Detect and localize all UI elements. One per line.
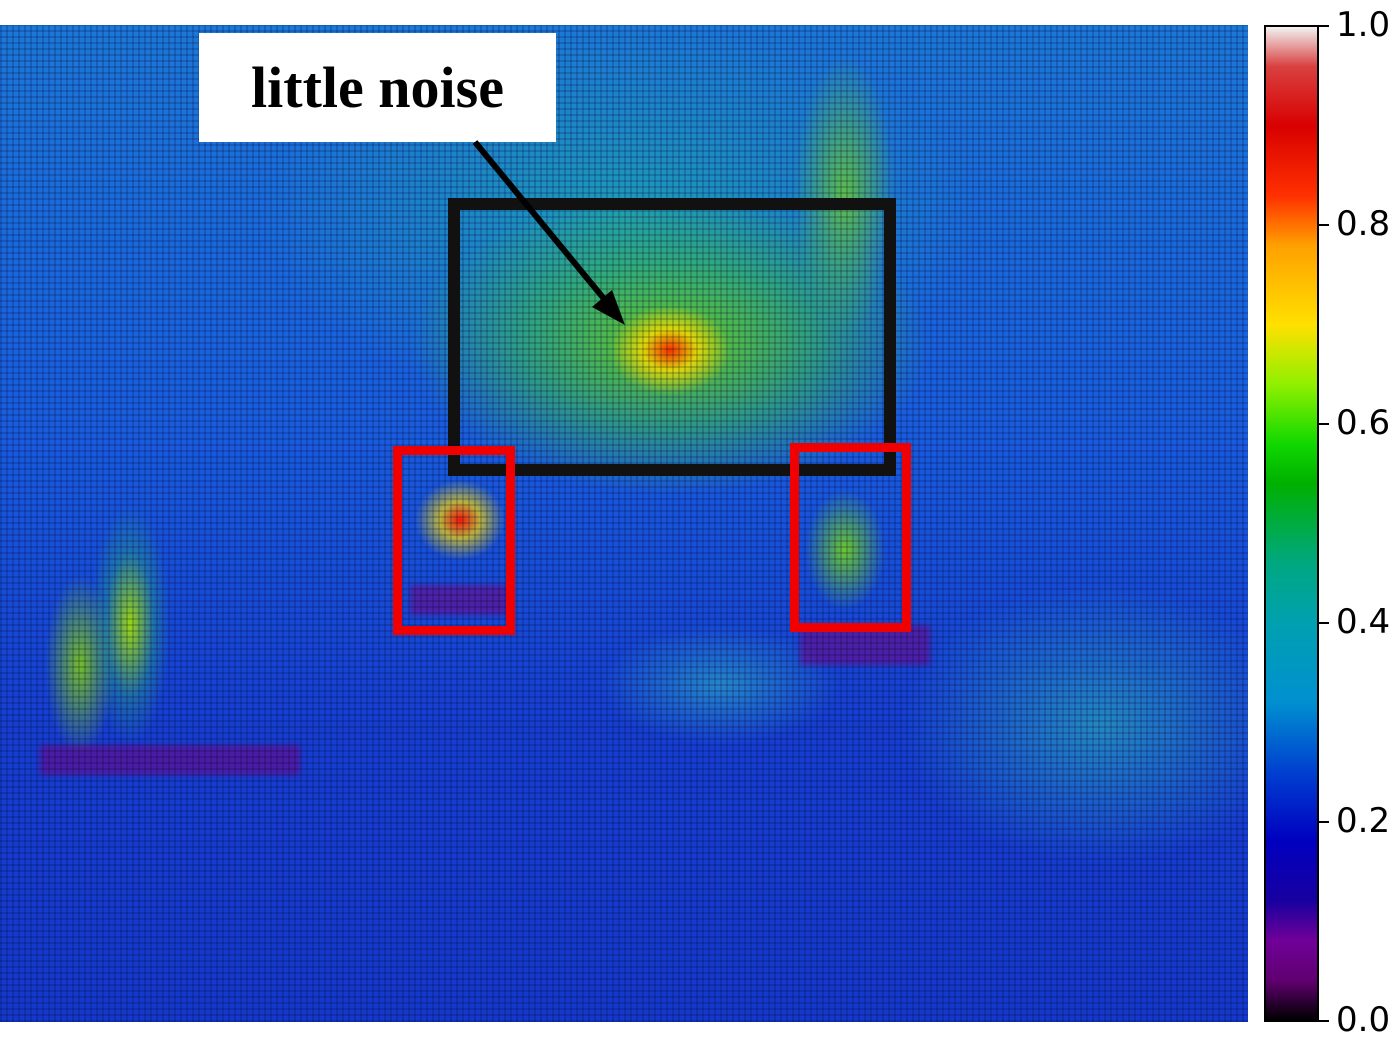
colorbar-tick-0-2 <box>1319 821 1329 823</box>
annotation-text: little noise <box>251 55 504 120</box>
left-region-box <box>393 446 515 635</box>
colorbar <box>1264 25 1319 1022</box>
colorbar-label-0-0: 0.0 <box>1336 1000 1391 1040</box>
colorbar-tick-0-0 <box>1319 1020 1329 1022</box>
colorbar-label-0-2: 0.2 <box>1336 801 1391 841</box>
right-region-box <box>790 443 911 632</box>
attention-heatmap <box>0 25 1248 1022</box>
colorbar-tick-1-0 <box>1319 25 1329 27</box>
annotation-label: little noise <box>199 33 556 142</box>
colorbar-tick-0-6 <box>1319 423 1329 425</box>
colorbar-tick-0-8 <box>1319 224 1329 226</box>
colorbar-label-1-0: 1.0 <box>1336 5 1391 45</box>
colorbar-tick-0-4 <box>1319 622 1329 624</box>
colorbar-label-0-8: 0.8 <box>1336 204 1391 244</box>
noise-region-box <box>448 198 896 476</box>
low-response-band-bottom <box>40 745 300 775</box>
colorbar-label-0-4: 0.4 <box>1336 602 1391 642</box>
colorbar-label-0-6: 0.6 <box>1336 403 1391 443</box>
